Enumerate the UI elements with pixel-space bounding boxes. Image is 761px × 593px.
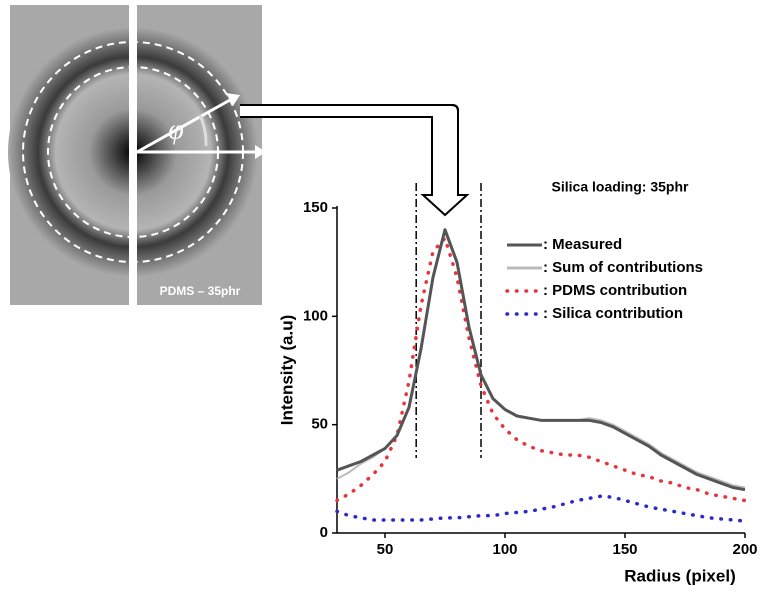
arrowhead xyxy=(255,145,266,159)
x-axis-label: Radius (pixel) xyxy=(624,566,735,585)
arrowhead xyxy=(226,93,240,106)
legend-label: : Sum of contributions xyxy=(543,259,703,276)
angle-symbol: φ xyxy=(168,114,184,145)
x-tick-label: 200 xyxy=(732,541,757,558)
y-tick-label: 50 xyxy=(311,416,328,433)
image-label: PDMS – 35phr xyxy=(160,284,241,298)
chart-title: Silica loading: 35phr xyxy=(552,179,689,195)
scattering-image: φ PDMS – 35phr xyxy=(8,5,266,305)
series-line xyxy=(336,228,746,492)
angle-arc xyxy=(198,114,208,147)
connector-arrow xyxy=(240,104,459,112)
legend-label: : PDMS contribution xyxy=(543,282,687,299)
y-tick-label: 150 xyxy=(303,199,328,216)
x-tick-label: 150 xyxy=(612,541,637,558)
series-line xyxy=(335,494,747,523)
y-tick-label: 0 xyxy=(320,524,328,541)
series-line xyxy=(335,234,747,503)
x-tick-label: 100 xyxy=(492,541,517,558)
x-tick-label: 50 xyxy=(377,541,394,558)
arrow xyxy=(136,98,231,154)
y-tick-label: 100 xyxy=(303,307,328,324)
legend-label: : Measured xyxy=(543,236,622,253)
connector-arrow xyxy=(240,104,470,217)
y-axis-label: Intensity (a.u) xyxy=(277,315,296,426)
legend-label: : Silica contribution xyxy=(543,305,683,322)
beamstop xyxy=(129,5,137,305)
